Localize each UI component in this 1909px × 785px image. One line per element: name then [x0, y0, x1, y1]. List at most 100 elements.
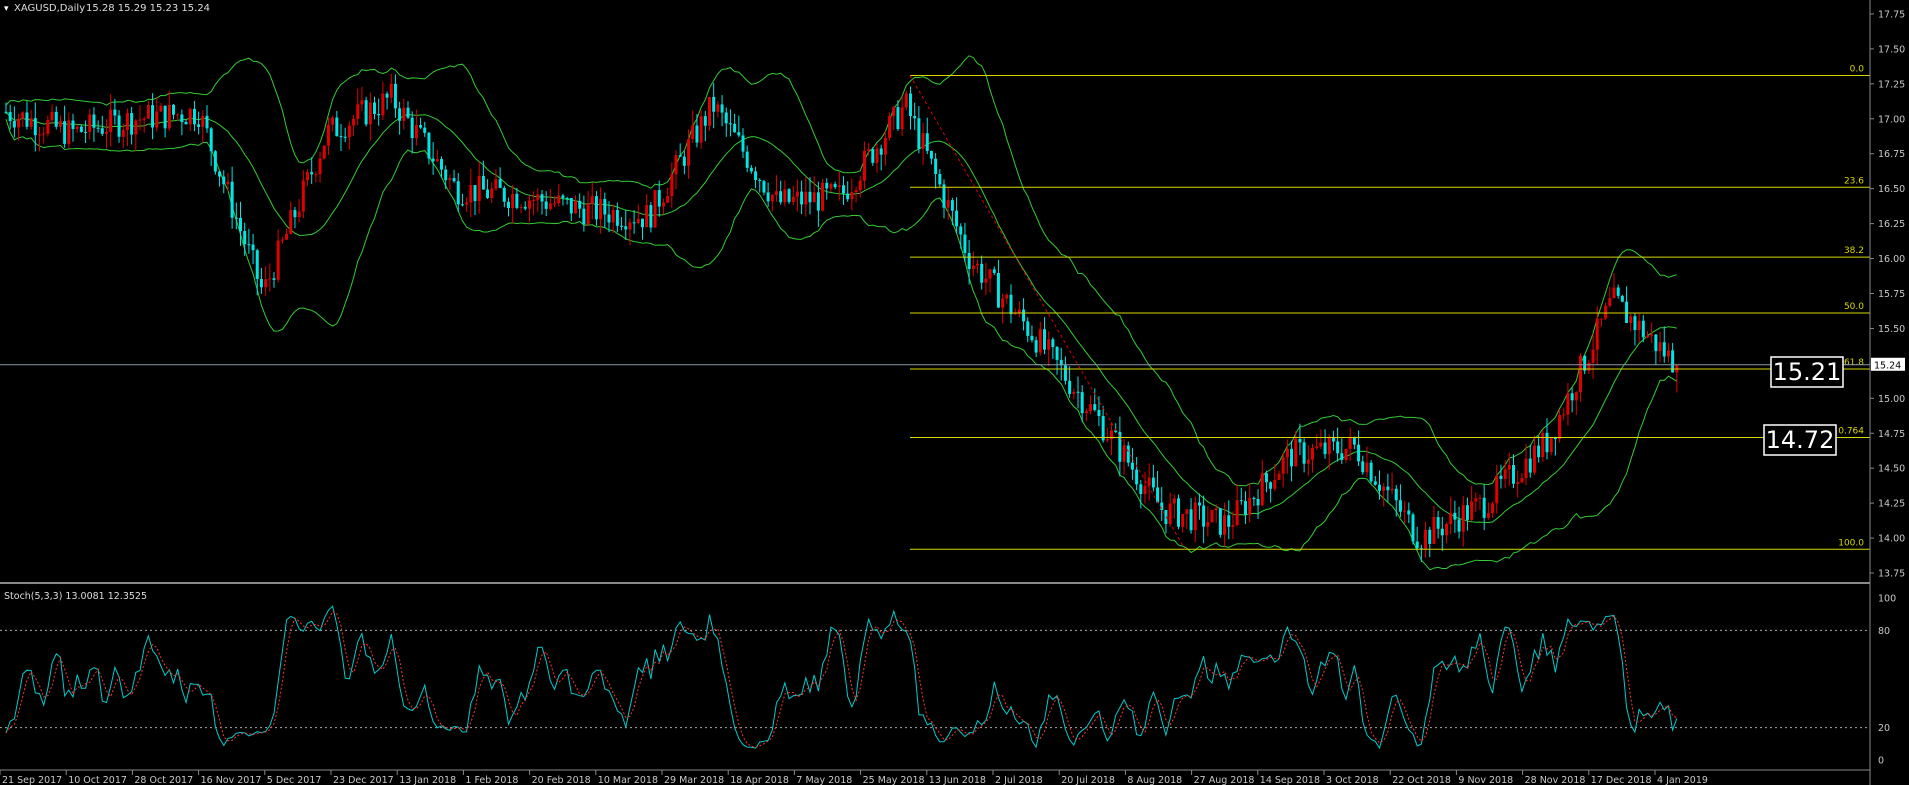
candle-body	[963, 234, 967, 253]
time-tick-label: 27 Aug 2018	[1194, 775, 1255, 785]
candle-body	[925, 133, 929, 152]
candle-body	[280, 239, 284, 241]
candle-body	[1210, 510, 1214, 523]
candle-body	[29, 118, 33, 127]
stochastic-panel: Stoch(5,3,3) 13.0081 12.3525 100 80 20 0	[0, 591, 1896, 767]
candle-body	[4, 111, 8, 113]
time-tick-label: 13 Jun 2018	[929, 775, 986, 785]
candle-body	[523, 206, 527, 209]
candle-body	[1172, 498, 1176, 504]
fib-level-label: 0.0	[1850, 64, 1865, 74]
candle-body	[770, 194, 774, 202]
candle-body	[779, 191, 783, 203]
candle-body	[1281, 457, 1285, 474]
candle-body	[1583, 355, 1587, 371]
candle-body	[460, 204, 464, 206]
candle-body	[1043, 329, 1046, 350]
candle-body	[548, 203, 552, 209]
candle-body	[795, 191, 799, 197]
candle-body	[486, 189, 490, 198]
candle-body	[272, 278, 276, 280]
candle-body	[138, 119, 142, 121]
candle-body	[1545, 432, 1549, 453]
candle-body	[1114, 430, 1118, 432]
candle-body	[1336, 441, 1340, 454]
candle-body	[440, 158, 443, 170]
candle-body	[515, 193, 519, 208]
candle-body	[285, 233, 289, 240]
candle-body	[17, 118, 21, 128]
fib-level-label: 50.0	[1844, 302, 1864, 312]
candle-body	[155, 111, 159, 128]
candle-body	[105, 131, 108, 134]
candle-body	[264, 279, 268, 288]
candle-body	[448, 178, 452, 181]
candle-body	[88, 114, 92, 133]
candle-body	[737, 132, 741, 136]
time-tick-label: 28 Nov 2018	[1525, 775, 1586, 785]
candle-body	[84, 131, 88, 133]
candle-body	[712, 96, 716, 112]
candle-body	[42, 133, 46, 135]
candle-body	[942, 184, 946, 208]
candle-body	[1319, 442, 1323, 447]
candle-body	[1248, 497, 1252, 515]
candle-body	[980, 263, 984, 283]
candle-body	[142, 118, 146, 120]
candle-body	[1361, 461, 1365, 473]
candle-body	[1311, 447, 1314, 460]
candle-body	[1378, 484, 1381, 491]
candle-body	[226, 181, 230, 185]
candle-body	[1394, 488, 1398, 501]
time-tick-label: 18 Apr 2018	[730, 775, 789, 785]
candle-body	[938, 174, 942, 185]
candle-body	[1641, 320, 1645, 338]
candle-body	[356, 104, 360, 119]
candle-body	[611, 209, 615, 223]
candle-body	[1516, 482, 1520, 484]
candle-body	[180, 114, 184, 122]
candle-body	[1528, 458, 1532, 473]
candle-body	[402, 107, 406, 121]
price-tick-label: 14.00	[1878, 534, 1905, 545]
candle-body	[653, 190, 657, 228]
candle-body	[1579, 355, 1582, 393]
candle-body	[1562, 414, 1566, 416]
candle-body	[800, 191, 804, 205]
candle-body	[603, 198, 607, 215]
callout-level-b-label: 14.72	[1766, 426, 1835, 454]
candle-body	[188, 108, 192, 125]
candle-body	[950, 200, 954, 211]
candle-body	[749, 167, 753, 172]
candle-body	[775, 191, 778, 195]
candle-body	[1009, 294, 1013, 315]
candle-body	[867, 149, 871, 151]
candle-body	[1063, 365, 1067, 381]
candle-body	[1465, 505, 1469, 520]
candle-body	[1139, 484, 1143, 494]
candle-body	[1294, 438, 1298, 467]
candle-body	[1365, 462, 1369, 473]
candle-body	[1239, 500, 1243, 502]
fibonacci-retracement[interactable]: 0.0 23.6 38.2 50.0 61.8 0.764 100.0	[909, 64, 1870, 550]
candle-body	[385, 93, 389, 98]
bollinger-lower-band	[5, 118, 1678, 571]
candle-body	[1570, 393, 1574, 401]
candle-body	[1181, 514, 1185, 527]
candle-body	[917, 118, 921, 149]
candle-body	[1030, 335, 1034, 341]
candle-body	[1110, 430, 1113, 440]
candle-body	[456, 181, 460, 205]
candle-body	[607, 214, 611, 223]
candle-body	[251, 244, 255, 251]
candle-body	[1398, 500, 1402, 512]
candle-body	[1022, 309, 1026, 322]
candle-body	[1189, 509, 1193, 531]
candle-body	[1637, 320, 1641, 330]
candle-body	[1264, 473, 1268, 483]
time-tick-label: 22 Oct 2018	[1392, 775, 1451, 785]
fib-level-label: 0.764	[1838, 426, 1864, 436]
candle-body	[783, 189, 787, 203]
